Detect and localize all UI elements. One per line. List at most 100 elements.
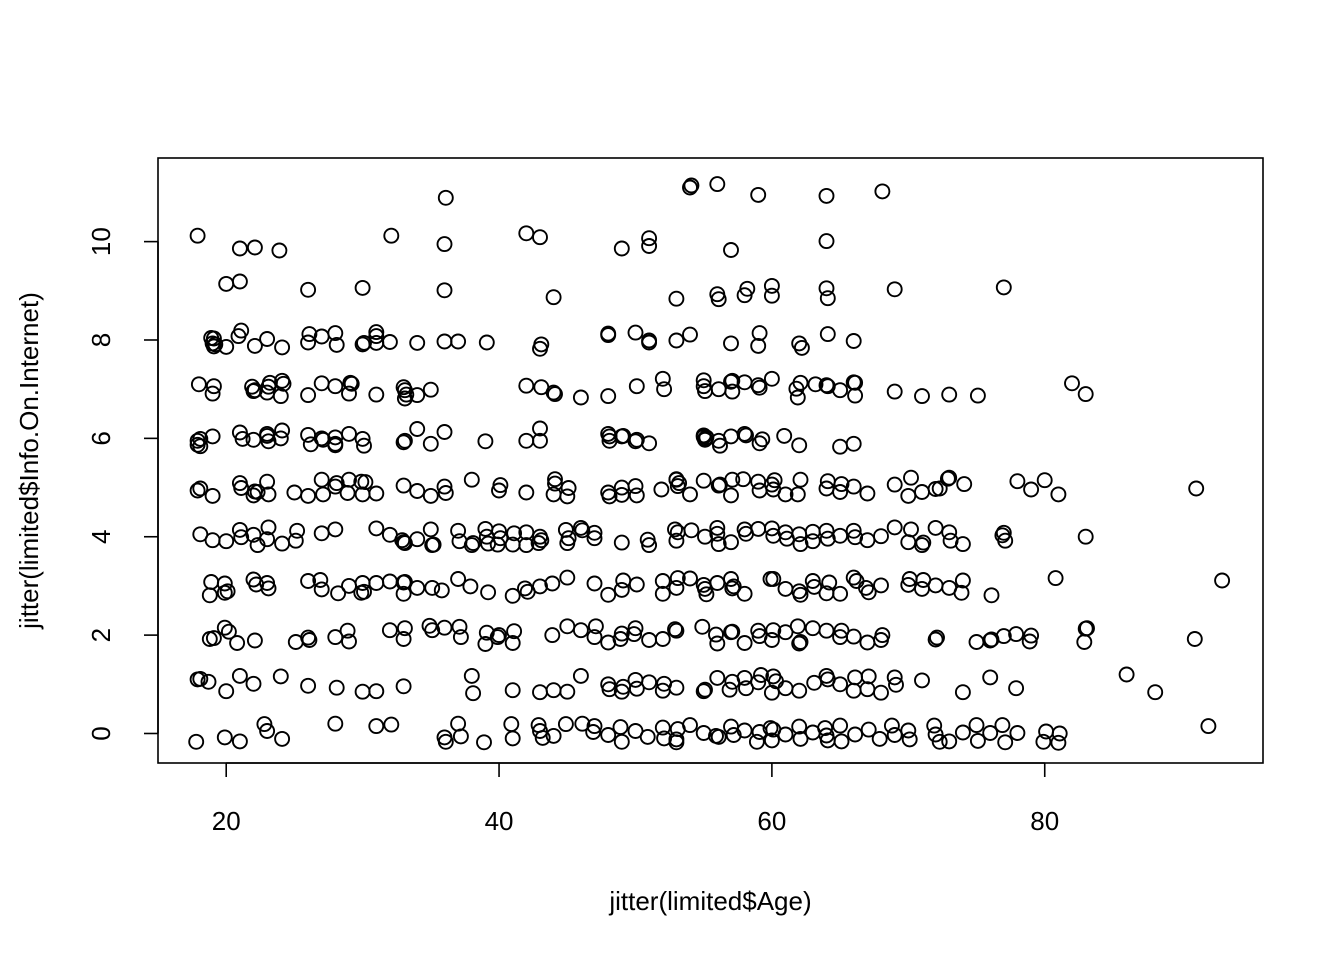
data-point bbox=[667, 521, 683, 538]
data-point bbox=[641, 632, 658, 648]
data-point bbox=[504, 587, 521, 604]
data-point bbox=[560, 480, 577, 496]
data-point bbox=[478, 334, 495, 351]
data-point bbox=[753, 667, 769, 683]
data-point bbox=[1009, 725, 1026, 741]
data-point bbox=[628, 487, 645, 504]
data-point bbox=[1021, 633, 1038, 650]
y-tick-label: 8 bbox=[86, 333, 116, 347]
data-point bbox=[845, 628, 862, 645]
data-point bbox=[437, 733, 454, 750]
data-point bbox=[654, 585, 671, 602]
data-point bbox=[994, 717, 1011, 734]
data-point bbox=[954, 684, 971, 701]
data-point bbox=[1008, 680, 1025, 697]
data-point bbox=[409, 421, 426, 437]
data-point bbox=[914, 672, 930, 689]
data-point bbox=[859, 532, 876, 549]
data-point bbox=[613, 240, 630, 257]
x-tick-label: 80 bbox=[1030, 806, 1059, 836]
data-point bbox=[845, 435, 862, 452]
data-point bbox=[424, 579, 441, 596]
data-point bbox=[886, 669, 903, 686]
data-point bbox=[818, 233, 835, 250]
data-point bbox=[246, 632, 263, 649]
data-point bbox=[697, 681, 713, 698]
data-point bbox=[763, 732, 780, 749]
data-point bbox=[613, 733, 630, 750]
data-point bbox=[654, 631, 671, 647]
data-point bbox=[368, 485, 385, 502]
data-point bbox=[517, 580, 533, 597]
data-point bbox=[1064, 375, 1080, 392]
data-point bbox=[954, 572, 971, 589]
data-point bbox=[532, 684, 548, 701]
data-point bbox=[233, 529, 250, 546]
data-point bbox=[821, 574, 838, 591]
data-point bbox=[1200, 718, 1217, 735]
data-point bbox=[709, 286, 726, 303]
data-point bbox=[381, 334, 398, 350]
data-point bbox=[545, 727, 562, 744]
data-point bbox=[368, 683, 385, 700]
data-point bbox=[901, 731, 918, 748]
data-point bbox=[654, 719, 671, 736]
data-point bbox=[725, 727, 742, 743]
data-point bbox=[433, 582, 450, 599]
data-point bbox=[859, 634, 876, 651]
data-point bbox=[231, 521, 248, 538]
data-point bbox=[903, 521, 919, 538]
data-point bbox=[330, 585, 347, 602]
data-point bbox=[518, 537, 535, 554]
data-point bbox=[201, 587, 218, 604]
data-point bbox=[995, 524, 1012, 541]
data-point bbox=[1147, 684, 1164, 701]
data-point bbox=[969, 387, 986, 404]
data-point bbox=[873, 528, 889, 545]
data-point bbox=[1023, 481, 1040, 498]
data-point bbox=[982, 669, 999, 686]
data-point bbox=[1023, 627, 1040, 644]
data-point bbox=[572, 622, 589, 639]
data-point bbox=[271, 242, 288, 259]
data-point bbox=[915, 534, 932, 551]
data-point bbox=[929, 629, 945, 646]
data-point bbox=[218, 338, 235, 355]
data-point bbox=[409, 387, 426, 404]
data-point bbox=[832, 382, 849, 399]
data-point bbox=[491, 627, 507, 644]
data-point bbox=[791, 437, 808, 454]
data-point bbox=[327, 325, 344, 342]
data-point bbox=[327, 437, 344, 454]
data-point bbox=[627, 478, 644, 495]
data-point bbox=[572, 667, 589, 684]
data-point bbox=[462, 578, 479, 595]
data-point bbox=[927, 519, 944, 536]
data-point bbox=[874, 627, 891, 644]
data-point bbox=[396, 432, 413, 449]
data-point bbox=[422, 435, 439, 452]
data-point bbox=[725, 578, 742, 595]
data-point bbox=[275, 375, 292, 392]
data-point bbox=[792, 536, 809, 553]
data-point bbox=[300, 573, 317, 589]
data-point bbox=[504, 682, 521, 699]
data-point bbox=[233, 322, 250, 339]
data-point bbox=[845, 682, 862, 699]
data-point bbox=[1047, 570, 1064, 587]
data-point bbox=[192, 480, 209, 497]
data-point bbox=[723, 534, 739, 551]
data-point bbox=[873, 684, 889, 701]
data-point bbox=[204, 385, 221, 402]
data-point bbox=[748, 733, 765, 750]
data-point bbox=[313, 375, 330, 392]
data-point bbox=[409, 531, 426, 548]
data-point bbox=[450, 571, 467, 587]
data-point bbox=[259, 473, 276, 490]
x-axis-label: jitter(limited$Age) bbox=[608, 886, 811, 916]
data-point bbox=[668, 290, 685, 307]
data-point bbox=[682, 486, 698, 503]
data-point bbox=[832, 717, 849, 734]
data-point bbox=[832, 438, 849, 455]
data-point bbox=[518, 377, 535, 394]
